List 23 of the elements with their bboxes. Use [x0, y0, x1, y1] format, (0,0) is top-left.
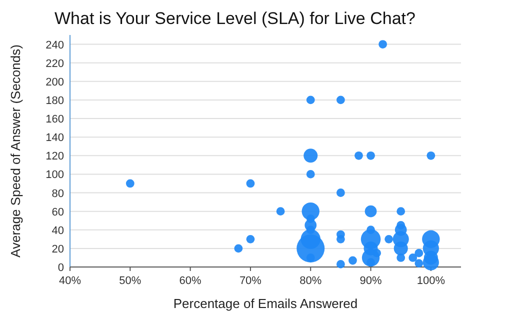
y-tick-label: 20 — [52, 243, 64, 256]
chart-title: What is Your Service Level (SLA) for Live Chat? — [54, 9, 416, 28]
y-tick-label: 200 — [46, 76, 64, 88]
y-tick-label: 100 — [46, 169, 64, 182]
y-tick-label: 80 — [52, 188, 64, 200]
x-tick-label: 80% — [300, 275, 322, 287]
x-axis-title: Percentage of Emails Answered — [173, 296, 358, 311]
y-axis-title: Average Speed of Answer (Seconds) — [8, 44, 23, 258]
y-tick-label: 180 — [46, 94, 64, 107]
x-tick-label: 50% — [119, 275, 142, 287]
x-tick-label: 90% — [360, 275, 382, 287]
x-tick-label: 70% — [239, 275, 262, 287]
x-tick-label: 100% — [416, 275, 446, 287]
x-tick-label: 60% — [179, 275, 202, 287]
y-tick-label: 120 — [46, 150, 64, 163]
y-tick-label: 140 — [46, 132, 64, 144]
y-tick-label: 240 — [46, 39, 64, 52]
x-tick-label: 40% — [58, 275, 82, 287]
y-tick-label: 0 — [58, 262, 64, 274]
y-tick-label: 160 — [46, 114, 64, 126]
y-tick-label: 40 — [52, 224, 64, 237]
y-tick-label: 60 — [52, 206, 64, 218]
y-tick-label: 220 — [46, 58, 64, 70]
